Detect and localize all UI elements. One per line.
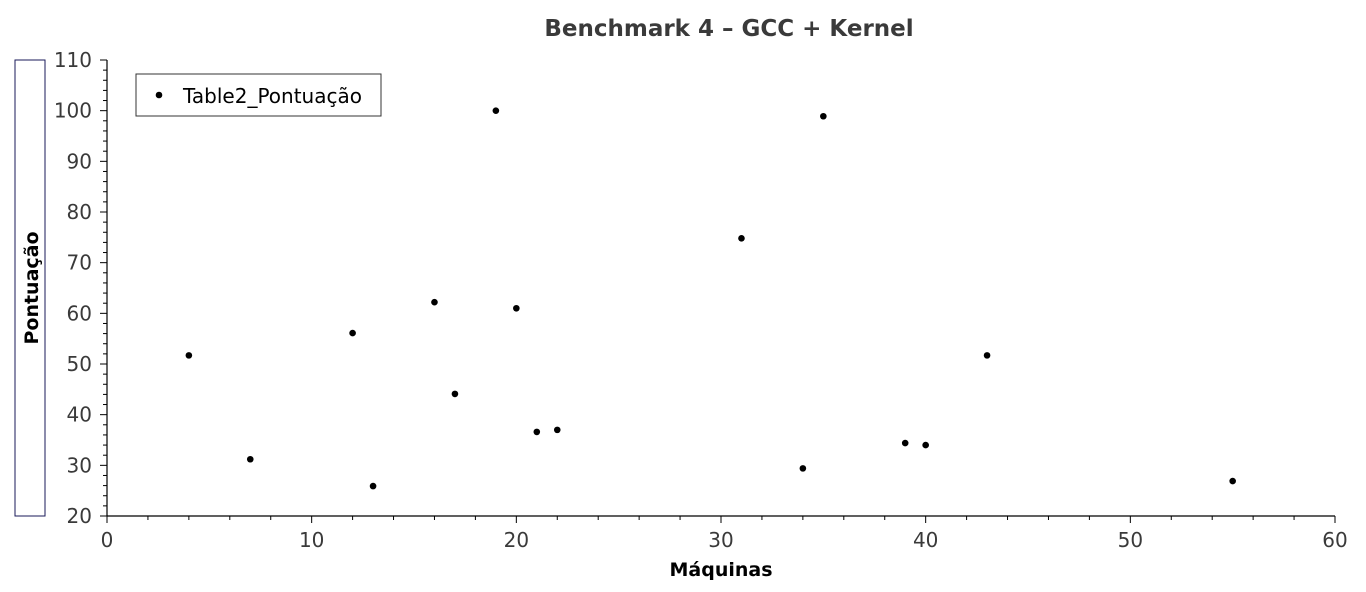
data-point — [349, 329, 356, 337]
data-point — [820, 112, 827, 120]
y-tick-label: 50 — [67, 352, 92, 376]
chart-title: Benchmark 4 – GCC + Kernel — [544, 16, 913, 42]
y-axis-label-frame — [14, 59, 46, 517]
data-point — [431, 298, 438, 306]
data-point — [738, 235, 745, 242]
y-axis-ticks: 20 30 40 50 60 70 80 90 100 110 — [54, 48, 107, 528]
x-axis-ticks: 0 10 20 30 40 50 60 — [101, 516, 1348, 552]
data-points — [185, 107, 1236, 490]
y-tick-label: 20 — [67, 504, 92, 528]
x-tick-label: 10 — [299, 528, 324, 552]
data-point — [369, 482, 377, 490]
y-tick-label: 100 — [54, 99, 92, 123]
data-point — [246, 455, 254, 463]
y-tick-label: 110 — [54, 48, 92, 72]
x-tick-label: 50 — [1118, 528, 1143, 552]
legend: Table2_Pontuação — [135, 73, 382, 117]
data-point — [185, 352, 193, 359]
x-tick-label: 40 — [913, 528, 938, 552]
axes — [106, 60, 1335, 517]
y-tick-label: 60 — [67, 301, 92, 325]
legend-box — [135, 73, 382, 117]
y-tick-label: 90 — [67, 149, 92, 173]
y-axis-label: Pontuação — [21, 231, 43, 344]
data-point — [901, 439, 909, 447]
y-tick-label: 40 — [67, 403, 92, 427]
legend-marker — [155, 91, 163, 99]
data-point — [451, 390, 459, 398]
x-tick-label: 0 — [101, 528, 114, 552]
data-point — [1229, 477, 1236, 485]
data-point — [513, 304, 520, 312]
y-tick-label: 70 — [67, 251, 92, 275]
x-tick-label: 60 — [1322, 528, 1347, 552]
y-tick-label: 30 — [67, 453, 92, 477]
x-tick-label: 20 — [504, 528, 529, 552]
data-point — [492, 107, 500, 114]
data-point — [799, 465, 807, 472]
data-point — [922, 441, 929, 449]
data-point — [553, 426, 561, 434]
data-point — [533, 428, 541, 436]
legend-entry: Table2_Pontuação — [182, 84, 362, 108]
x-axis-label: Máquinas — [669, 559, 772, 581]
y-tick-label: 80 — [67, 200, 92, 224]
data-point — [983, 352, 991, 359]
x-tick-label: 30 — [708, 528, 733, 552]
